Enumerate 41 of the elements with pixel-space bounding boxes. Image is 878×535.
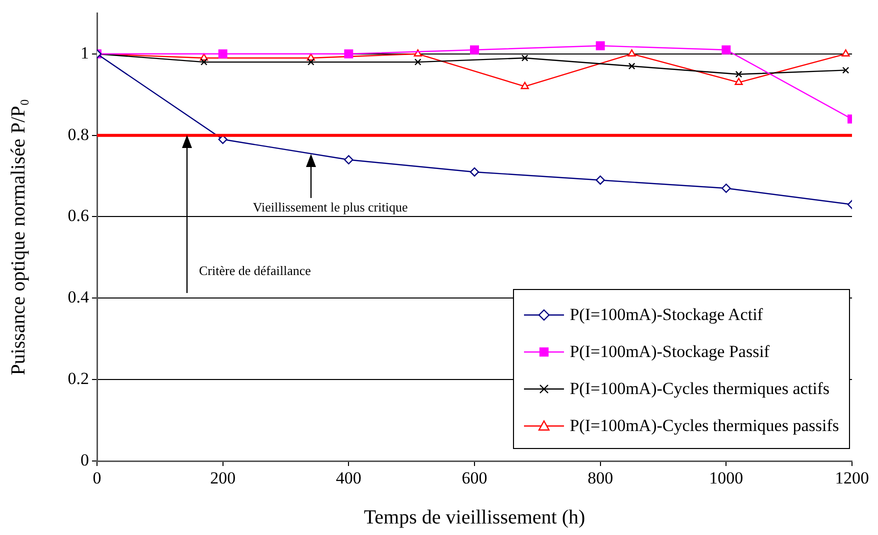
- point: [842, 66, 850, 74]
- point: [307, 58, 314, 66]
- x-tick-label: 800: [588, 468, 614, 488]
- y-tick-label: 0.2: [68, 369, 89, 388]
- x-tick-label: 1000: [709, 468, 744, 488]
- point: [470, 45, 479, 54]
- point: [734, 78, 743, 86]
- point: [596, 41, 605, 50]
- x-tick-label: 0: [92, 468, 102, 488]
- point: [344, 49, 354, 58]
- annotation: Critère de défaillance: [198, 263, 312, 278]
- y-tick-label: 1: [80, 43, 89, 62]
- point: [414, 58, 422, 66]
- y-tick-label: 0.8: [68, 124, 89, 144]
- legend-label: P(I=100mA)-Stockage Actif: [570, 304, 763, 324]
- point: [842, 49, 850, 57]
- point: [344, 155, 354, 164]
- annotation: Vieillissement le plus critique: [252, 199, 408, 214]
- y-tick-label: 0.4: [68, 288, 90, 307]
- point: [200, 58, 208, 66]
- x-tick-label: 400: [336, 468, 362, 488]
- y-tick-label: 0: [80, 450, 89, 470]
- x-tick-label: 600: [462, 468, 488, 488]
- point: [735, 70, 742, 78]
- x-tick-label: 1200: [835, 468, 869, 488]
- x-tick-label: 200: [210, 468, 236, 488]
- point: [722, 45, 731, 54]
- y-tick-label: 0.6: [68, 206, 89, 226]
- y-axis-title: Puissance optique normalisée P/P₀: [7, 98, 30, 376]
- point: [722, 184, 731, 193]
- legend-label: P(I=100mA)-Stockage Passif: [570, 342, 770, 362]
- point: [520, 82, 529, 90]
- point: [596, 176, 605, 185]
- point: [628, 49, 636, 57]
- point: [521, 54, 528, 62]
- point: [628, 62, 636, 70]
- x-axis-title: Temps de vieillissement (h): [364, 506, 586, 528]
- legend-label: P(I=100mA)-Cycles thermiques actifs: [570, 378, 830, 398]
- point: [218, 49, 228, 58]
- point: [470, 167, 480, 177]
- legend-label: P(I=100mA)-Cycles thermiques passifs: [570, 416, 839, 436]
